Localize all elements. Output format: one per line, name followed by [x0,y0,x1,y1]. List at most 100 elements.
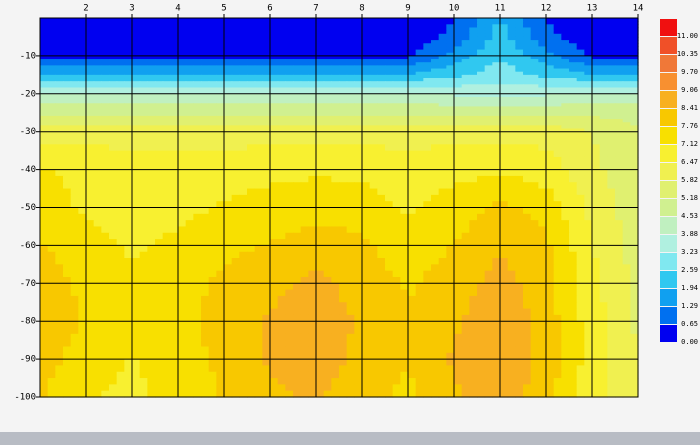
contour-cell [569,90,578,95]
contour-cell [40,55,49,60]
contour-cell [70,213,79,221]
contour-cell [592,207,601,215]
contour-cell [300,109,309,114]
contour-cell [185,239,194,246]
contour-cell [438,295,447,303]
contour-cell [622,112,631,117]
contour-cell [63,55,72,60]
contour-cell [170,52,179,57]
contour-cell [438,30,447,35]
contour-cell [262,122,271,126]
contour-cell [270,119,279,123]
contour-cell [576,156,585,164]
contour-cell [622,226,631,234]
contour-cell [331,106,340,111]
contour-cell [438,93,447,98]
contour-cell [178,188,187,196]
contour-cell [224,81,233,85]
contour-cell [185,109,194,114]
contour-cell [124,65,133,70]
contour-cell [438,36,447,41]
contour-cell [492,36,501,41]
contour-cell [139,119,148,123]
contour-cell [193,232,202,240]
contour-cell [162,81,171,85]
contour-cell [185,283,194,291]
contour-cell [47,49,56,54]
contour-cell [201,144,210,152]
contour-cell [101,302,110,310]
contour-cell [63,308,72,316]
contour-cell [492,150,501,158]
contour-cell [484,245,493,253]
contour-cell [622,122,631,126]
contour-cell [354,144,363,152]
contour-cell [316,62,325,66]
contour-cell [515,226,524,234]
contour-cell [70,308,79,316]
contour-cell [193,122,202,126]
contour-cell [293,169,302,177]
contour-cell [293,251,302,259]
contour-cell [400,103,409,108]
contour-cell [592,33,601,38]
contour-cell [139,220,148,228]
contour-cell [208,18,217,22]
contour-cell [93,125,102,130]
contour-cell [400,30,409,35]
contour-cell [538,18,547,22]
contour-cell [124,194,133,202]
contour-cell [147,27,156,32]
contour-cell [461,213,470,221]
contour-cell [523,128,532,133]
contour-cell [277,103,286,108]
contour-cell [185,24,194,29]
contour-cell [231,103,240,108]
contour-cell [300,289,309,297]
contour-cell [615,122,624,126]
contour-cell [224,30,233,35]
contour-cell [438,245,447,253]
contour-cell [63,226,72,234]
contour-cell [40,106,49,111]
contour-cell [55,289,64,297]
contour-cell [446,24,455,29]
contour-cell [231,62,240,66]
contour-cell [323,201,332,209]
contour-cell [615,96,624,101]
contour-cell [300,81,309,85]
contour-cell [201,52,210,57]
contour-cell [354,36,363,41]
contour-cell [285,213,294,221]
contour-cell [630,245,639,253]
contour-cell [446,74,455,79]
contour-cell [293,314,302,322]
contour-cell [55,21,64,25]
contour-cell [438,302,447,310]
contour-cell [362,74,371,79]
contour-cell [224,122,233,126]
contour-cell [285,156,294,164]
contour-cell [247,163,256,171]
contour-cell [116,112,125,117]
contour-cell [170,163,179,171]
contour-cell [469,18,478,22]
contour-cell [530,220,539,228]
contour-cell [415,163,424,171]
contour-cell [93,163,102,171]
contour-cell [346,264,355,272]
contour-cell [339,68,348,73]
contour-cell [247,150,256,158]
contour-cell [354,314,363,322]
contour-cell [86,119,95,123]
contour-cell [170,128,179,133]
contour-cell [254,220,263,228]
contour-cell [239,18,248,22]
contour-cell [155,30,164,35]
contour-cell [300,144,309,152]
contour-cell [630,71,639,76]
contour-cell [216,68,225,73]
contour-cell [469,182,478,190]
contour-cell [63,220,72,228]
contour-cell [155,93,164,98]
